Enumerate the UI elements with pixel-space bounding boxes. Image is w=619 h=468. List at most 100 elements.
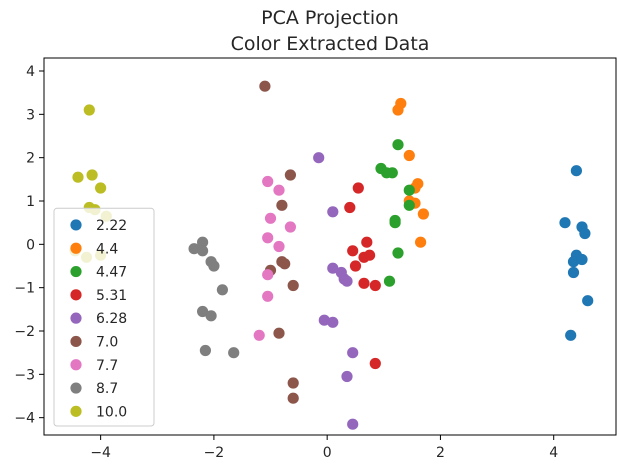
x-tick-label: 0 [323,445,332,461]
point-series-5-0 [259,80,271,92]
x-tick-label: −2 [204,445,225,461]
legend-box [53,207,155,427]
point-series-0-0 [570,165,583,177]
point-series-0-9 [565,329,577,341]
point-series-7-1 [197,236,209,248]
point-series-4-10 [347,418,359,430]
point-series-2-5 [403,199,415,211]
legend-marker [70,405,82,417]
point-series-4-6 [318,314,330,326]
point-series-8-0 [83,104,95,116]
y-tick-label: 4 [26,64,35,80]
point-series-5-5 [279,258,291,270]
legend-label: 5.31 [96,288,127,304]
legend-marker [70,242,82,254]
y-tick-label: 0 [26,237,35,253]
point-series-2-4 [403,184,415,196]
point-series-2-7 [389,217,401,229]
legend-label: 2.22 [96,218,127,234]
point-series-0-3 [579,227,591,240]
point-series-3-7 [358,277,370,289]
axes: −4 −2 0 2 4 −4 −3 −2 −1 0 1 2 3 4 [14,57,617,461]
x-tick-label: 2 [436,445,445,461]
point-series-4-7 [327,316,339,328]
point-series-8-3 [95,182,107,194]
legend-marker [70,335,82,348]
legend-label: 6.28 [96,311,127,327]
point-series-2-9 [383,275,396,287]
point-series-7-7 [205,310,217,322]
legend-label: 10.0 [96,404,127,420]
legend-label: 8.7 [96,381,118,397]
point-series-6-7 [262,290,274,302]
y-tick-label: 1 [26,194,35,210]
legend-marker [70,265,82,278]
point-series-2-3 [386,167,398,179]
point-series-2-0 [392,139,404,151]
point-series-6-6 [262,269,274,281]
point-series-1-8 [415,236,427,248]
point-series-5-2 [276,199,288,211]
point-series-6-5 [273,240,285,253]
legend: 2.22 4.4 4.47 5.31 6.28 7.0 7.7 8.7 10.0 [53,207,155,427]
legend-marker [70,289,82,301]
point-series-7-6 [197,305,209,318]
legend-label: 4.4 [96,241,118,257]
y-tick-label: 3 [26,107,35,123]
point-series-1-2 [403,149,415,162]
plot-frame [43,57,617,436]
legend-label: 4.47 [96,265,127,281]
y-tick-label: 2 [26,151,35,167]
point-series-4-0 [313,152,325,164]
point-series-3-9 [369,357,381,370]
point-series-3-0 [352,182,364,194]
point-series-2-8 [392,247,404,259]
point-series-1-1 [392,104,404,116]
point-series-7-0 [188,243,200,255]
point-series-0-8 [582,295,594,307]
point-series-8-1 [72,171,84,183]
y-tick-label: −4 [14,411,35,427]
point-series-3-6 [349,260,362,272]
point-series-4-9 [341,370,353,383]
point-series-7-2 [197,245,209,257]
legend-marker [70,312,82,324]
x-tick-label: 4 [549,445,558,461]
point-series-0-5 [567,256,580,268]
point-series-5-8 [287,377,299,389]
point-series-1-7 [417,208,429,220]
chart-title: PCA Projection [261,7,399,29]
point-series-7-8 [199,344,211,357]
point-series-5-1 [284,169,296,181]
legend-marker [70,359,82,371]
y-tick-label: −2 [14,324,35,340]
point-series-5-9 [287,392,299,404]
legend-label: 7.7 [96,358,118,374]
point-series-5-7 [273,327,285,339]
point-series-3-2 [361,236,373,248]
point-series-0-7 [567,266,580,279]
point-series-6-3 [284,221,296,233]
point-series-6-4 [262,232,274,244]
point-series-4-1 [327,206,339,218]
point-series-3-8 [369,279,381,292]
point-series-6-2 [264,212,277,224]
chart-subtitle: Color Extracted Data [231,33,430,55]
point-series-6-0 [262,175,274,188]
point-series-0-1 [559,217,571,229]
point-series-6-1 [273,184,285,196]
point-series-7-5 [216,284,228,296]
legend-label: 7.0 [96,334,118,350]
point-series-4-5 [341,275,353,287]
point-series-0-6 [576,253,588,266]
point-series-3-3 [347,245,359,257]
point-series-7-4 [208,260,220,272]
point-series-3-1 [344,201,356,214]
point-series-4-8 [347,347,359,359]
scatter-points [69,80,594,430]
y-tick-label: −3 [14,367,35,383]
point-series-8-2 [86,169,98,181]
point-series-6-8 [253,329,265,341]
point-series-7-9 [228,347,240,359]
